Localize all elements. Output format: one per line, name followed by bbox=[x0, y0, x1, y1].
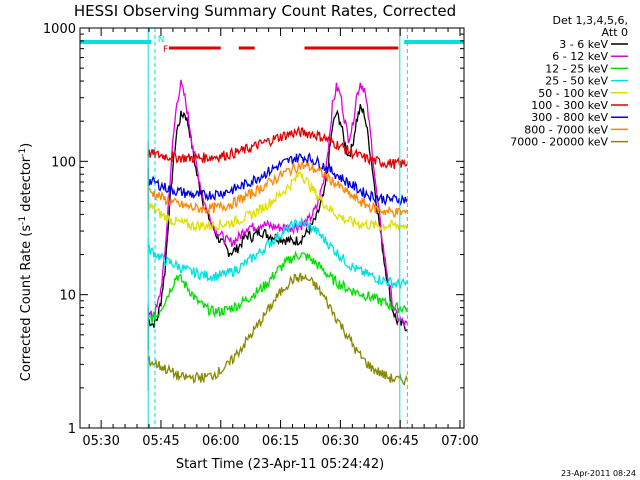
night-flag-label: N bbox=[158, 35, 165, 45]
legend-label-5: 100 - 300 keV bbox=[531, 99, 608, 112]
x-tick-label-1: 05:45 bbox=[142, 434, 179, 449]
x-tick-label-4: 06:30 bbox=[322, 434, 359, 449]
legend-label-3: 25 - 50 keV bbox=[545, 75, 608, 88]
x-tick-label-5: 06:45 bbox=[381, 434, 418, 449]
x-tick-label-3: 06:15 bbox=[262, 434, 299, 449]
legend-label-2: 12 - 25 keV bbox=[545, 62, 608, 75]
y-tick-label-3: 1000 bbox=[43, 22, 76, 37]
legend-label-0: 3 - 6 keV bbox=[559, 38, 608, 51]
y-axis-label-sup1: -1 bbox=[18, 216, 28, 225]
legend-label-1: 6 - 12 keV bbox=[552, 50, 608, 63]
y-tick-label-2: 100 bbox=[51, 155, 76, 170]
y-tick-label-0: 1 bbox=[68, 422, 76, 437]
x-tick-label-6: 07:00 bbox=[441, 434, 478, 449]
series-line-4 bbox=[147, 171, 408, 233]
series-line-6 bbox=[147, 152, 408, 207]
x-axis-label: Start Time (23-Apr-11 05:24:42) bbox=[176, 457, 384, 472]
legend-label-6: 300 - 800 keV bbox=[531, 111, 608, 124]
legend-label-8: 7000 - 20000 keV bbox=[510, 136, 608, 149]
timestamp: 23-Apr-2011 08:24 bbox=[561, 469, 636, 478]
series-line-2 bbox=[147, 250, 409, 323]
series-line-5 bbox=[147, 125, 408, 170]
y-axis-label-main: Corrected Count Rate (s bbox=[19, 225, 34, 382]
legend-header-0: Det 1,3,4,5,6, bbox=[552, 14, 628, 27]
axes-layer: 05:30 05:45 06:00 06:15 06:30 06:45 07:00 1 10 10… bbox=[43, 22, 479, 449]
x-tick-label-0: 05:30 bbox=[82, 434, 119, 449]
legend-label-4: 50 - 100 keV bbox=[538, 87, 608, 100]
flare-flag-label: F bbox=[163, 45, 168, 55]
plot-frame bbox=[79, 27, 465, 429]
chart-title: HESSI Observing Summary Count Rates, Cor… bbox=[74, 2, 456, 20]
series-line-1 bbox=[147, 79, 408, 327]
y-axis-label-end: ) bbox=[19, 143, 34, 148]
series-line-7 bbox=[147, 161, 408, 219]
y-axis-label: Corrected Count Rate (s-1 detector-1) bbox=[18, 143, 34, 381]
svg-text:Corrected Count Rate (s-1 dete: Corrected Count Rate (s-1 detector-1) bbox=[18, 143, 34, 381]
flags-layer: NF bbox=[80, 28, 465, 428]
y-axis-label-sup2: -1 bbox=[18, 148, 28, 157]
series-line-8 bbox=[147, 272, 409, 387]
series-line-3 bbox=[147, 216, 408, 289]
x-tick-label-2: 06:00 bbox=[202, 434, 239, 449]
legend-header-1: Att 0 bbox=[602, 26, 628, 39]
legend-label-7: 800 - 7000 keV bbox=[524, 123, 608, 136]
y-axis-label-mid: detector bbox=[19, 156, 34, 216]
y-tick-label-1: 10 bbox=[59, 289, 76, 304]
series-layer bbox=[147, 79, 409, 391]
